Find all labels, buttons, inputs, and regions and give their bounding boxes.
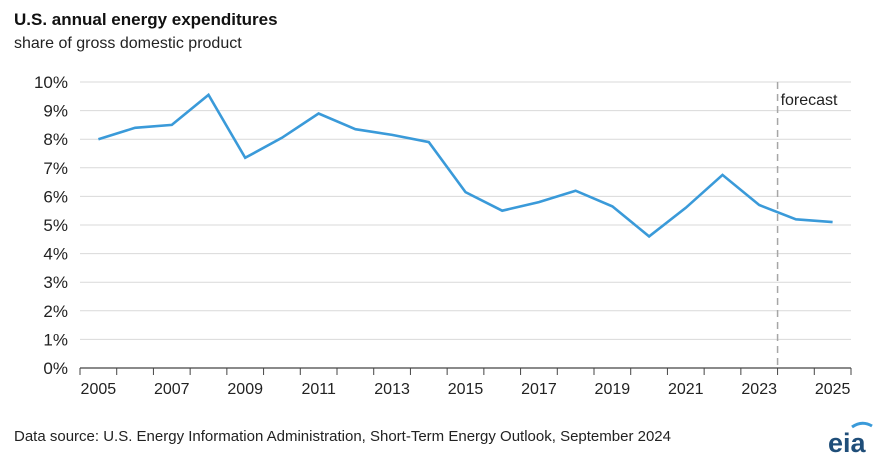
logo-text: eia [828,428,867,458]
x-tick-label: 2023 [741,381,777,398]
x-tick-label: 2017 [521,381,557,398]
x-tick-label: 2025 [815,381,851,398]
y-tick-label: 8% [43,130,68,149]
y-tick-label: 7% [43,159,68,178]
y-tick-label: 5% [43,216,68,235]
eia-logo: eia [828,421,873,458]
y-tick-label: 2% [43,302,68,321]
y-tick-label: 6% [43,187,68,206]
x-tick-label: 2013 [374,381,410,398]
x-tick-label: 2021 [668,381,704,398]
x-tick-label: 2005 [81,381,117,398]
x-tick-label: 2015 [448,381,484,398]
y-tick-label: 10% [34,73,68,92]
series-line [98,92,833,239]
chart-title: U.S. annual energy expenditures [14,10,278,29]
x-tick-label: 2007 [154,381,190,398]
x-tick-label: 2019 [595,381,631,398]
x-tick-label: 2009 [227,381,263,398]
x-tick-label: 2011 [301,381,336,398]
logo-arc [851,421,873,429]
y-tick-label: 9% [43,102,68,121]
y-tick-label: 3% [43,273,68,292]
line-chart: 0% 1% 2% 3% 4% 5% 6% 7% 8% 9% 10% 2005 2007 2009 2011 2… [34,73,852,398]
forecast-label: forecast [781,92,838,109]
chart-subtitle: share of gross domestic product [14,35,242,52]
y-tick-label: 0% [43,359,68,378]
y-tick-label: 4% [43,245,68,264]
y-tick-label: 1% [43,330,68,349]
data-source-note: Data source: U.S. Energy Information Adm… [14,428,671,445]
